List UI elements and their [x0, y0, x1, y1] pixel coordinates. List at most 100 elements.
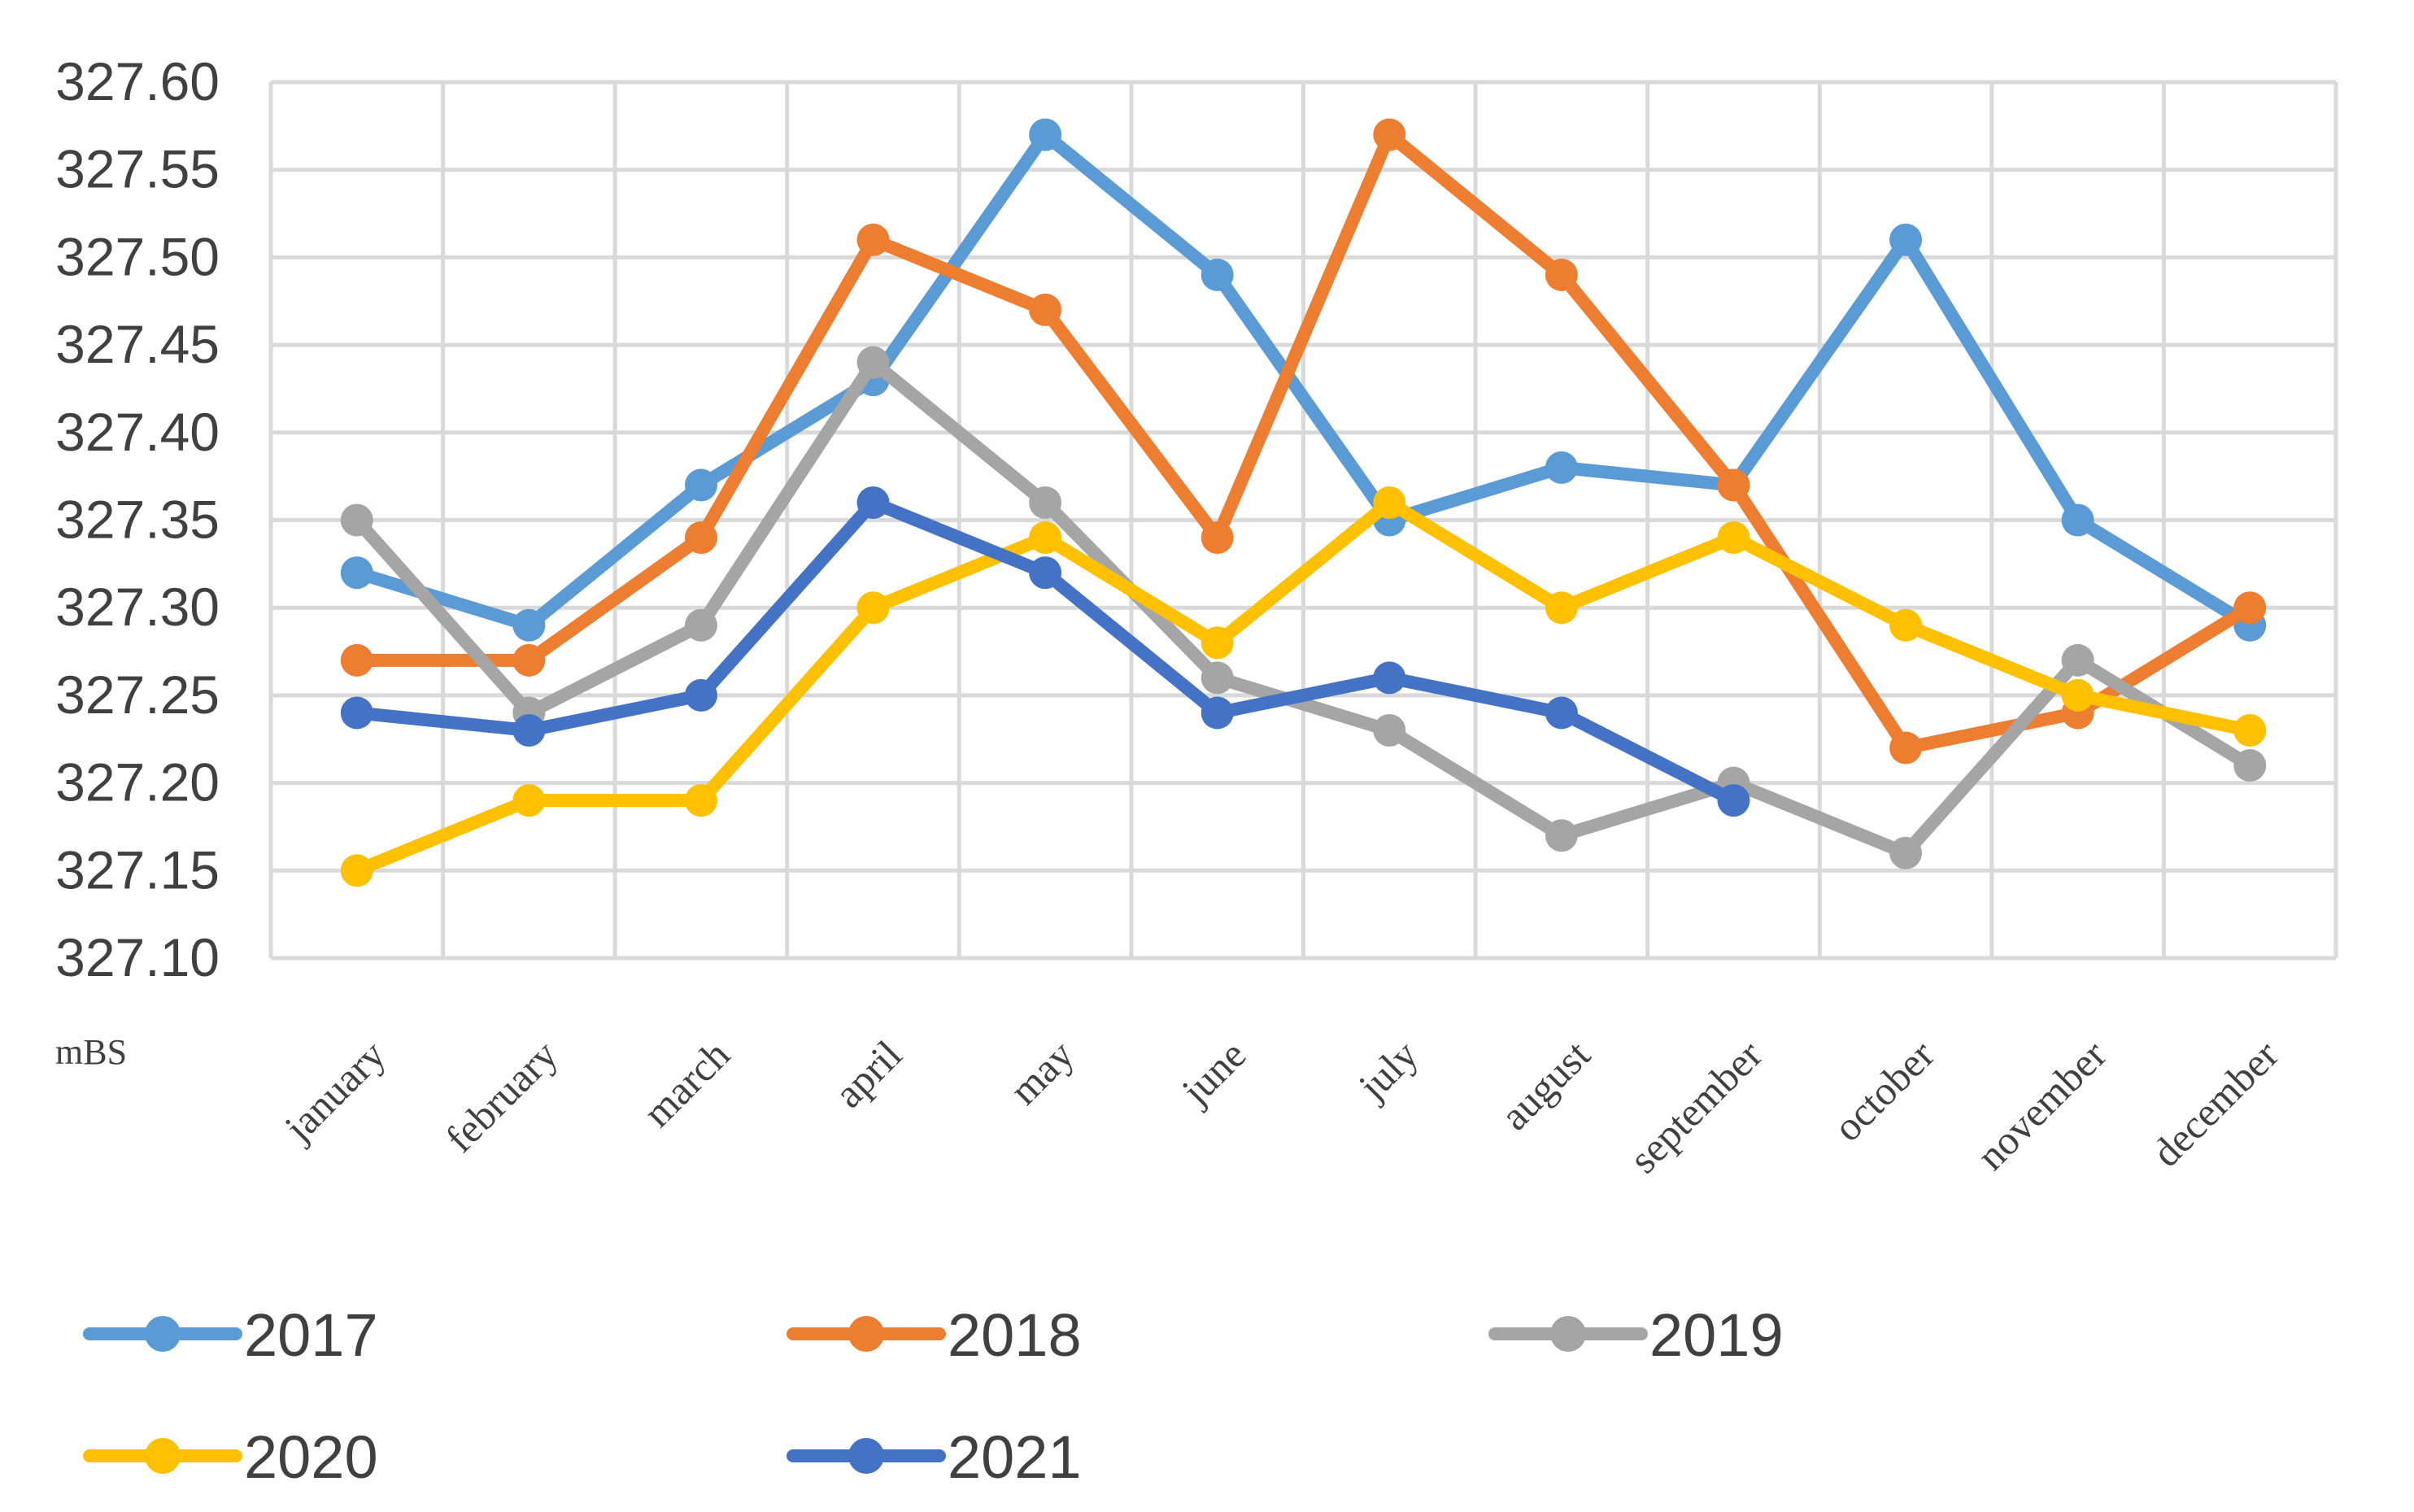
x-tick-label: october — [1824, 1031, 1943, 1150]
data-point-2017 — [2061, 503, 2094, 537]
y-tick-label: 327.35 — [55, 490, 220, 550]
legend-label: 2020 — [244, 1423, 378, 1491]
legend-swatch-marker — [1550, 1316, 1586, 1352]
series-2020 — [340, 486, 2267, 887]
data-point-2018 — [1373, 118, 1406, 151]
data-point-2021 — [1545, 696, 1578, 730]
data-point-2019 — [2061, 643, 2094, 677]
y-tick-label: 327.55 — [55, 139, 220, 199]
y-tick-label: 327.15 — [55, 839, 220, 900]
data-point-2021 — [512, 713, 546, 747]
data-point-2021 — [1717, 784, 1750, 817]
legend-swatch-marker — [848, 1438, 884, 1474]
data-point-2018 — [512, 643, 546, 677]
x-tick-label: november — [1967, 1031, 2115, 1179]
data-point-2018 — [684, 521, 717, 555]
data-point-2019 — [1200, 661, 1234, 695]
legend-item-2018: 2018 — [787, 1301, 1082, 1369]
series-line-2018 — [350, 128, 2257, 755]
legend-label: 2018 — [948, 1301, 1082, 1369]
legend-swatch-marker — [145, 1438, 181, 1474]
x-tick-label: february — [437, 1031, 566, 1161]
data-point-2019 — [1889, 836, 1923, 869]
series-line-2017 — [350, 128, 2257, 632]
y-tick-label: 327.30 — [55, 577, 220, 637]
data-point-2017 — [1029, 118, 1062, 151]
x-tick-label: march — [634, 1031, 739, 1135]
x-tick-label: may — [1000, 1031, 1082, 1113]
data-point-2021 — [1373, 661, 1406, 695]
data-point-2021 — [856, 486, 890, 519]
data-point-2019 — [684, 608, 717, 642]
data-point-2017 — [1889, 223, 1923, 256]
data-point-2017 — [1200, 258, 1234, 291]
y-axis-tick-labels: 327.60 327.55 327.50 327.45 327.40 327.35 327.… — [55, 51, 220, 987]
data-point-2019 — [1373, 713, 1406, 747]
series-2018 — [340, 118, 2267, 765]
x-tick-label: june — [1172, 1031, 1255, 1114]
data-point-2019 — [1029, 486, 1062, 519]
data-point-2020 — [2233, 713, 2267, 747]
legend-item-2021: 2021 — [787, 1423, 1082, 1491]
data-point-2017 — [340, 556, 373, 590]
series-lines — [340, 118, 2267, 887]
data-point-2017 — [684, 468, 717, 502]
data-point-2021 — [1029, 556, 1062, 590]
y-axis-unit-label: mBS — [55, 1032, 127, 1072]
data-point-2021 — [684, 678, 717, 712]
x-axis-tick-labels: january february march april may june july augu… — [275, 1031, 2288, 1182]
data-point-2017 — [512, 608, 546, 642]
x-tick-label: january — [275, 1031, 394, 1151]
series-line-2020 — [350, 495, 2257, 878]
legend: 2017 2018 2019 2020 2021 — [83, 1301, 1784, 1491]
data-point-2018 — [1889, 731, 1923, 765]
x-tick-label: august — [1492, 1031, 1599, 1139]
data-point-2020 — [340, 854, 373, 887]
y-tick-label: 327.40 — [55, 402, 220, 462]
data-point-2019 — [1545, 819, 1578, 852]
legend-swatch-marker — [848, 1316, 884, 1352]
data-point-2020 — [1717, 521, 1750, 555]
data-point-2018 — [1545, 258, 1578, 291]
data-point-2018 — [1717, 468, 1750, 502]
data-point-2019 — [856, 346, 890, 379]
data-point-2020 — [1545, 591, 1578, 625]
data-point-2020 — [684, 784, 717, 817]
legend-swatch-marker — [145, 1316, 181, 1352]
data-point-2020 — [856, 591, 890, 625]
data-point-2019 — [340, 503, 373, 537]
data-point-2020 — [1373, 486, 1406, 519]
data-point-2020 — [512, 784, 546, 817]
data-point-2020 — [2061, 678, 2094, 712]
data-point-2018 — [340, 643, 373, 677]
legend-label: 2019 — [1649, 1301, 1784, 1369]
data-point-2018 — [2233, 591, 2267, 625]
x-tick-label: september — [1620, 1031, 1771, 1182]
data-point-2017 — [1545, 451, 1578, 484]
series-2021 — [340, 486, 1750, 817]
x-tick-label: december — [2143, 1031, 2287, 1175]
x-tick-label: april — [826, 1031, 910, 1116]
legend-item-2017: 2017 — [83, 1301, 378, 1369]
y-tick-label: 327.50 — [55, 226, 220, 286]
data-point-2018 — [1200, 521, 1234, 555]
data-point-2020 — [1200, 626, 1234, 660]
legend-label: 2021 — [948, 1423, 1082, 1491]
data-point-2021 — [340, 696, 373, 730]
data-point-2021 — [1200, 696, 1234, 730]
legend-item-2020: 2020 — [83, 1423, 378, 1491]
legend-label: 2017 — [244, 1301, 378, 1369]
data-point-2018 — [856, 223, 890, 256]
data-point-2018 — [1029, 294, 1062, 327]
y-tick-label: 327.60 — [55, 51, 220, 111]
data-point-2020 — [1029, 521, 1062, 555]
y-tick-label: 327.20 — [55, 752, 220, 813]
y-tick-label: 327.10 — [55, 927, 220, 987]
data-point-2020 — [1889, 608, 1923, 642]
data-point-2019 — [2233, 749, 2267, 782]
series-line-2019 — [350, 355, 2257, 860]
x-tick-label: july — [1349, 1031, 1427, 1109]
y-tick-label: 327.25 — [55, 664, 220, 725]
